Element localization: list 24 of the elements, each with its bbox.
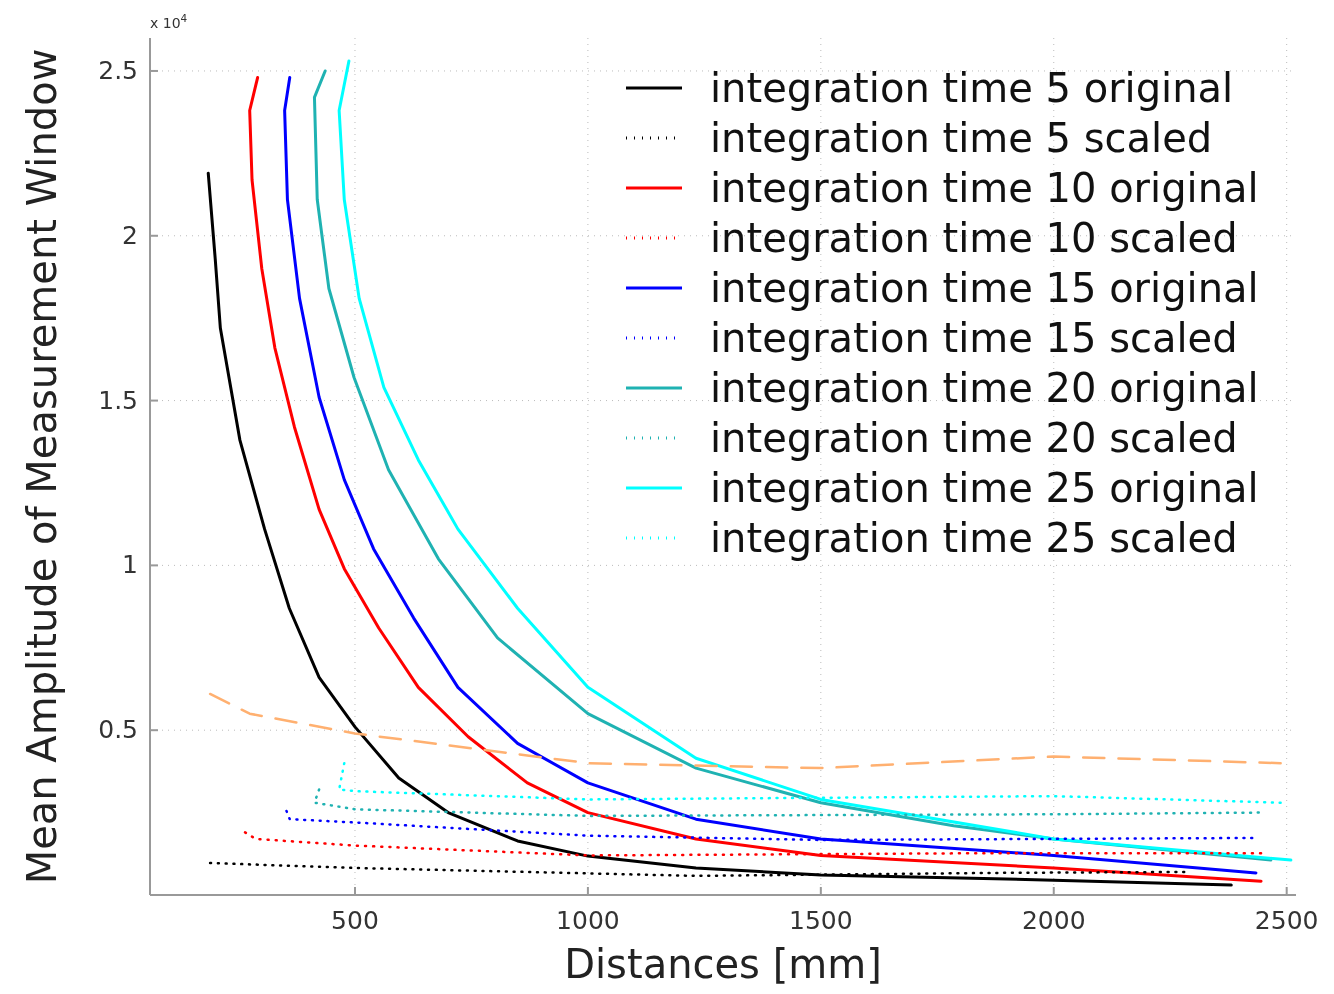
legend-label: integration time 25 original <box>710 465 1259 511</box>
x-tick-label: 2500 <box>1254 906 1319 935</box>
x-tick-label: 500 <box>331 906 379 935</box>
y-tick-label: 0.5 <box>98 715 138 745</box>
x-tick-label: 1000 <box>556 906 620 935</box>
y-tick-label: 2 <box>122 220 138 250</box>
x-tick-label: 2000 <box>1021 906 1086 935</box>
x-axis-title: Distances [mm] <box>564 941 882 987</box>
text: x 10$^{4}$ <box>150 12 188 31</box>
legend-label: integration time 20 scaled <box>710 415 1238 461</box>
y-tick-label: 1 <box>122 550 138 580</box>
y-tick-label: 1.5 <box>98 385 138 415</box>
legend-label: integration time 15 original <box>710 265 1259 311</box>
legend-label: integration time 5 scaled <box>710 115 1213 161</box>
y-axis-title: Mean Amplitude of Measurement Window <box>19 48 65 885</box>
legend-label: integration time 5 original <box>710 65 1234 111</box>
y-tick-label: 2.5 <box>98 55 138 85</box>
legend-label: integration time 25 scaled <box>710 515 1238 561</box>
line-series <box>208 692 1282 770</box>
x-tick-label: 1500 <box>789 906 853 935</box>
legend-label: integration time 15 scaled <box>710 315 1238 361</box>
legend-label: integration time 10 scaled <box>710 215 1238 261</box>
legend-label: integration time 20 original <box>710 365 1259 411</box>
legend-label: integration time 10 original <box>710 165 1259 211</box>
